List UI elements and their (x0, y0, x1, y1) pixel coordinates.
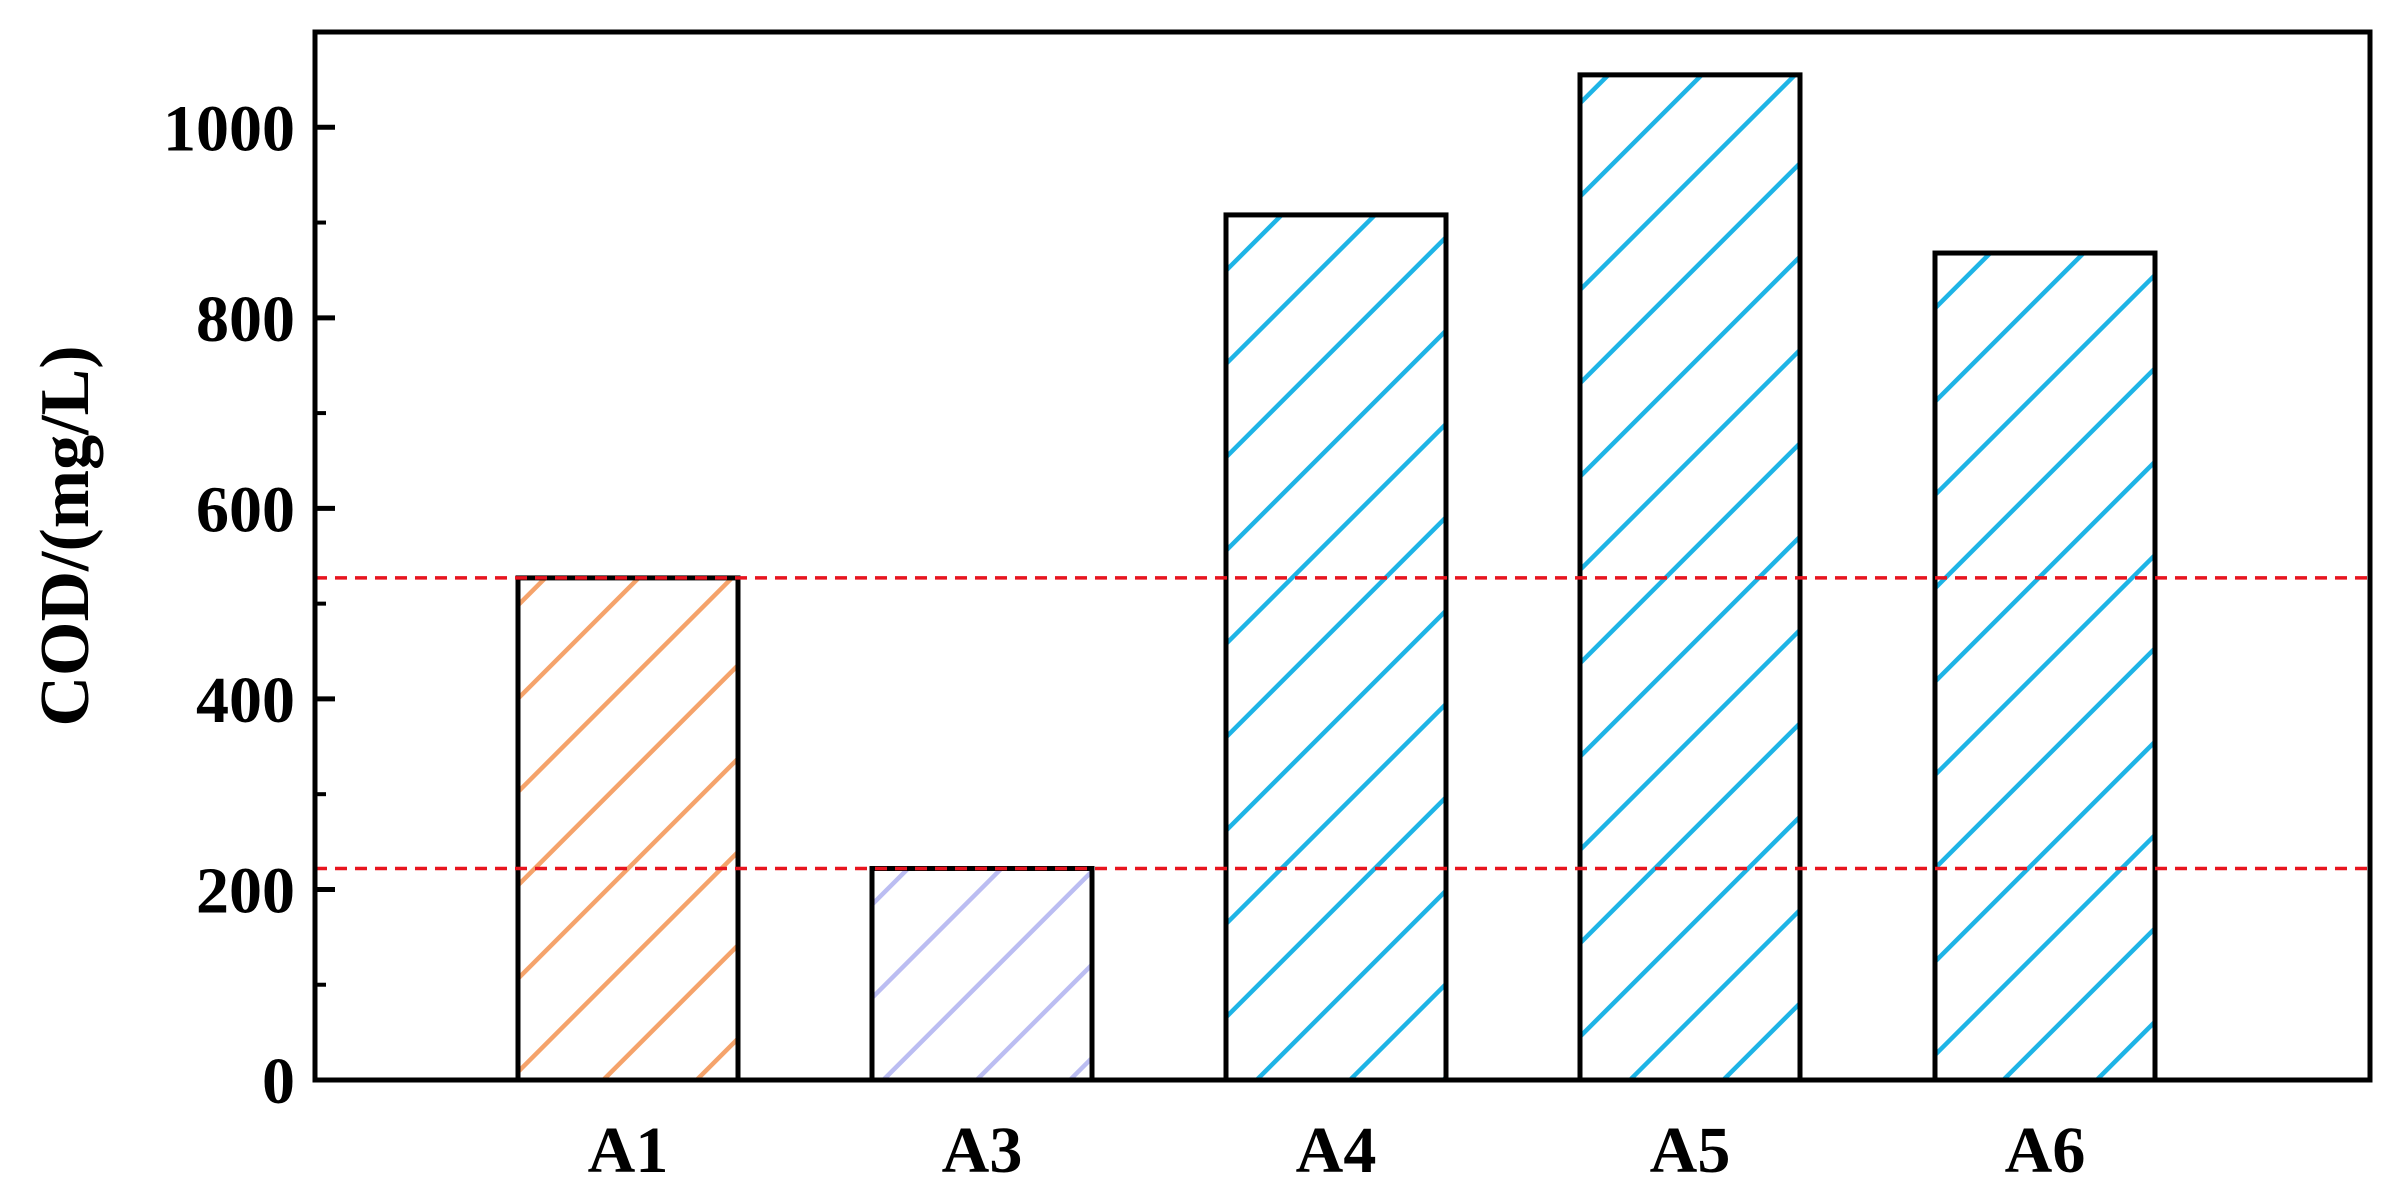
y-tick-label: 1000 (163, 92, 295, 165)
bar-A1 (515, 575, 741, 1083)
y-tick-label: 600 (196, 473, 295, 546)
x-tick-label-A5: A5 (1650, 1114, 1731, 1187)
bar-A6 (1932, 250, 2158, 1083)
reference-lines (315, 576, 2370, 871)
y-tick-label: 800 (196, 283, 295, 356)
x-tick-label-A6: A6 (2005, 1114, 2086, 1187)
axis-labels: 0 200 400 600 800 1000 A1 A3 A4 A5 A6 (163, 92, 2085, 1187)
x-tick-label-A4: A4 (1296, 1114, 1377, 1187)
bar-A3 (869, 865, 1095, 1083)
y-tick-label: 400 (196, 664, 295, 737)
bar-A4 (1223, 212, 1449, 1083)
plot-frame (312, 29, 2373, 1083)
y-tick-label: 0 (262, 1045, 295, 1118)
y-axis-title: COD/(mg/L) (27, 345, 104, 726)
x-tick-label-A1: A1 (588, 1114, 669, 1187)
x-tick-label-A3: A3 (942, 1114, 1023, 1187)
y-axis-ticks (315, 30, 335, 1083)
y-tick-label: 200 (196, 854, 295, 927)
